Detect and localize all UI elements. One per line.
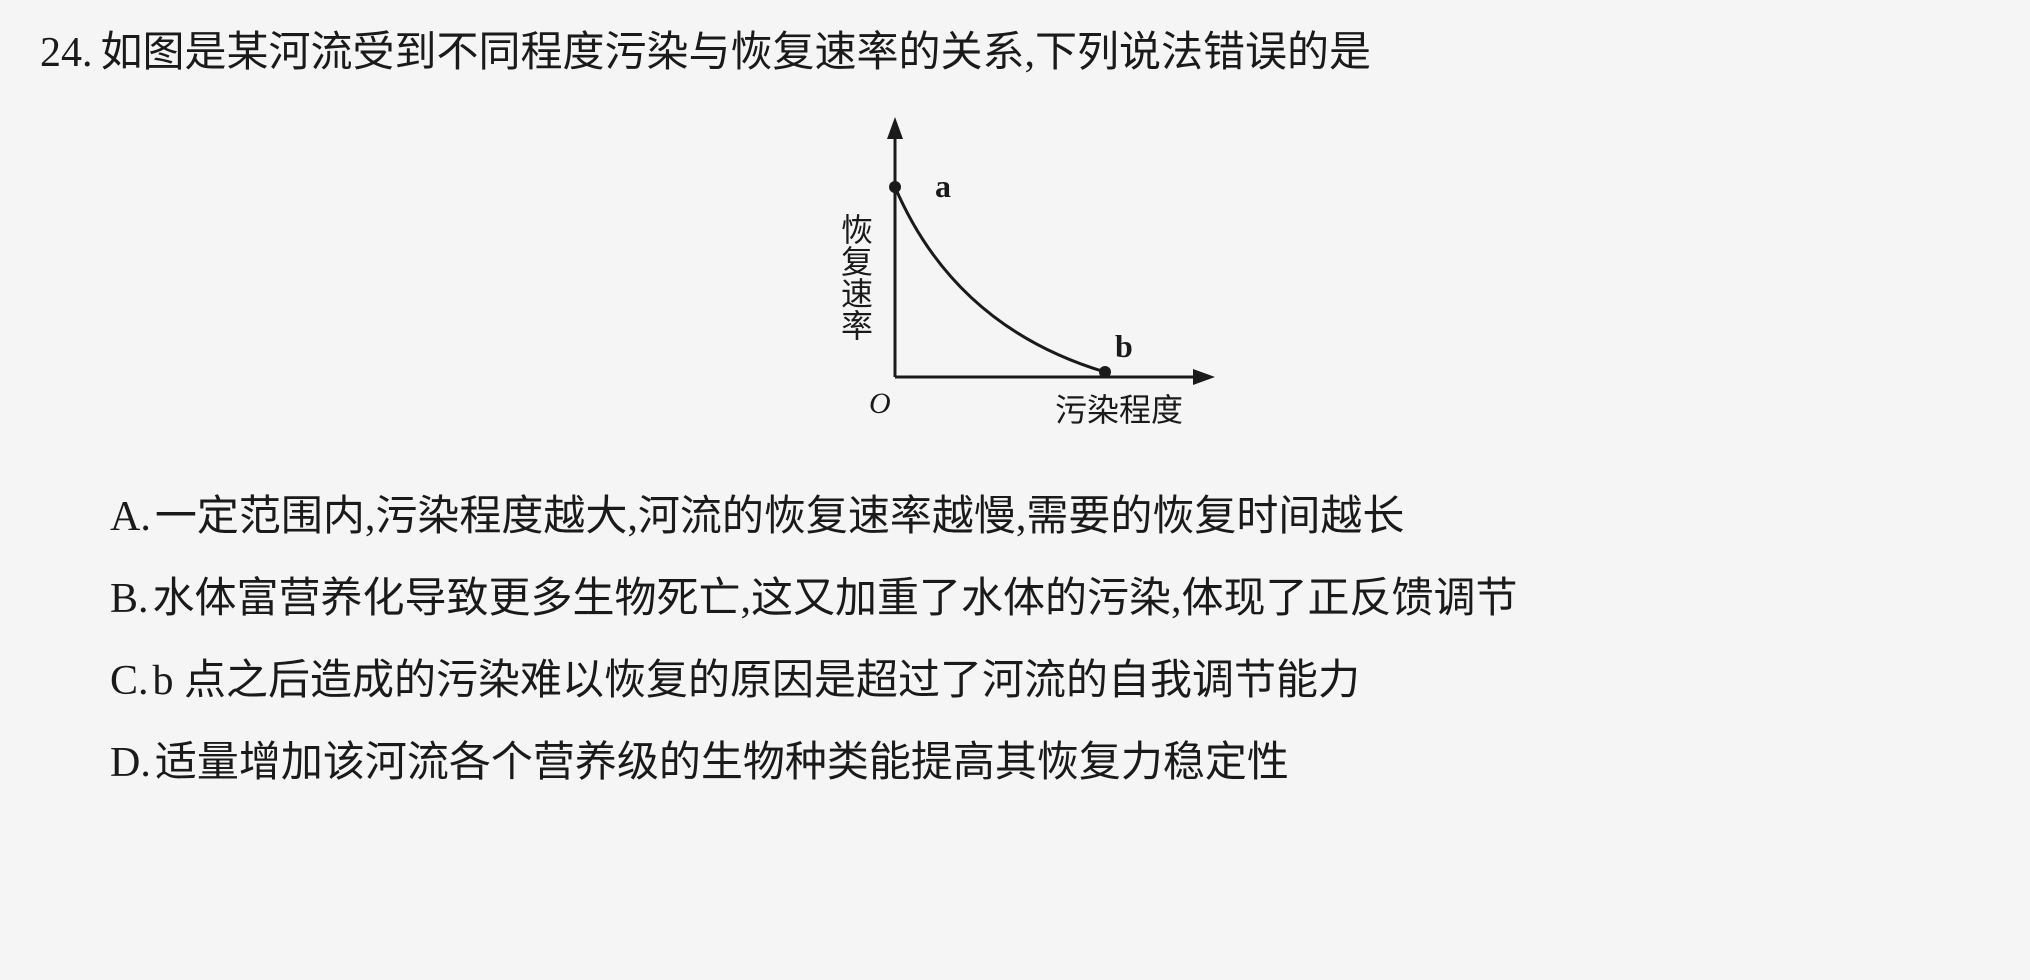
x-axis-label: 污染程度 — [1055, 392, 1183, 428]
option-b: B.水体富营养化导致更多生物死亡,这又加重了水体的污染,体现了正反馈调节 — [110, 559, 1990, 641]
question-container: 24.如图是某河流受到不同程度污染与恢复速率的关系,下列说法错误的是 a b O… — [40, 20, 1990, 805]
point-a-label: a — [935, 168, 951, 204]
option-c-label: C. — [110, 658, 149, 704]
y-axis-arrow — [887, 117, 903, 139]
option-c: C.b 点之后造成的污染难以恢复的原因是超过了河流的自我调节能力 — [110, 641, 1990, 723]
option-b-text: 水体富营养化导致更多生物死亡,这又加重了水体的污染,体现了正反馈调节 — [153, 576, 1518, 622]
point-a-marker — [889, 181, 901, 193]
origin-label: O — [869, 387, 891, 420]
option-a-text: 一定范围内,污染程度越大,河流的恢复速率越慢,需要的恢复时间越长 — [155, 494, 1405, 540]
options-container: A.一定范围内,污染程度越大,河流的恢复速率越慢,需要的恢复时间越长 B.水体富… — [40, 477, 1990, 805]
x-axis-arrow — [1193, 369, 1215, 385]
option-a-label: A. — [110, 494, 151, 540]
question-stem-text: 如图是某河流受到不同程度污染与恢复速率的关系,下列说法错误的是 — [101, 30, 1372, 76]
chart-wrapper: a b O 恢复速率 污染程度 — [40, 117, 1990, 437]
option-d: D.适量增加该河流各个营养级的生物种类能提高其恢复力稳定性 — [110, 723, 1990, 805]
option-a: A.一定范围内,污染程度越大,河流的恢复速率越慢,需要的恢复时间越长 — [110, 477, 1990, 559]
option-c-text: b 点之后造成的污染难以恢复的原因是超过了河流的自我调节能力 — [153, 658, 1361, 704]
point-b-marker — [1099, 366, 1111, 378]
y-axis-label: 恢复速率 — [837, 213, 873, 341]
recovery-curve — [895, 187, 1105, 372]
option-d-text: 适量增加该河流各个营养级的生物种类能提高其恢复力稳定性 — [155, 740, 1289, 786]
recovery-rate-chart: a b O 恢复速率 污染程度 — [805, 117, 1225, 437]
question-stem: 24.如图是某河流受到不同程度污染与恢复速率的关系,下列说法错误的是 — [40, 20, 1990, 87]
option-b-label: B. — [110, 576, 149, 622]
point-b-label: b — [1115, 328, 1133, 364]
option-d-label: D. — [110, 740, 151, 786]
question-number: 24. — [40, 30, 93, 76]
